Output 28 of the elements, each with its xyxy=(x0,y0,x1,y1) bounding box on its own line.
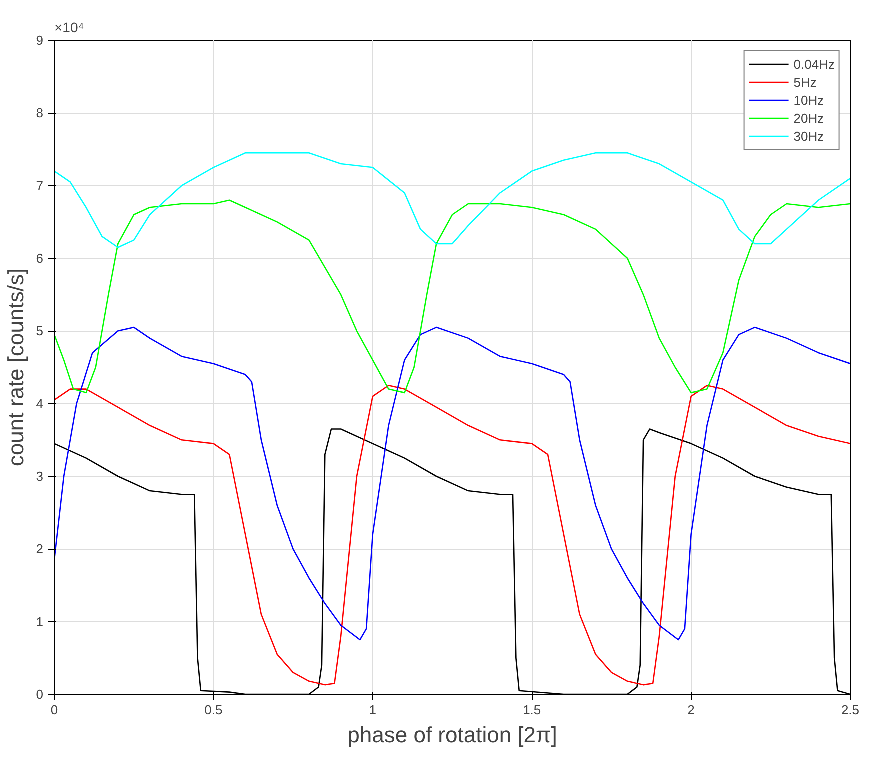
y-axis-title: count rate [counts/s] xyxy=(3,268,28,467)
y-tick-label: 8 xyxy=(36,106,44,121)
x-tick-label: 1.5 xyxy=(523,702,542,718)
x-axis-title: phase of rotation [2π] xyxy=(348,722,558,748)
line-series xyxy=(54,326,850,641)
y-tick-label: 9 xyxy=(36,33,44,48)
x-tick-label: 0 xyxy=(50,702,58,718)
legend-label: 10Hz xyxy=(794,92,824,109)
y-tick-label: 4 xyxy=(36,396,44,412)
y-tick-label: 7 xyxy=(36,178,44,194)
y-tick-label: 0 xyxy=(36,687,44,702)
x-tick-label: 2.5 xyxy=(841,702,860,718)
legend-label: 5Hz xyxy=(794,74,817,91)
line-series xyxy=(54,152,850,248)
y-tick-label: 5 xyxy=(36,324,44,339)
line-series xyxy=(54,385,850,686)
legend-label: 20Hz xyxy=(794,110,824,127)
y-tick-label: 1 xyxy=(36,614,44,630)
line-series xyxy=(54,200,850,394)
x-tick-label: 2 xyxy=(688,702,695,718)
y-tick-label: 6 xyxy=(36,251,44,266)
x-tick-label: 1 xyxy=(369,702,377,718)
legend-label: 30Hz xyxy=(794,128,824,145)
legend-label: 0.04Hz xyxy=(794,56,835,73)
x-tick-label: 0.5 xyxy=(204,702,223,718)
y-tick-label: 3 xyxy=(36,469,44,484)
text: ×10⁴ xyxy=(54,20,84,36)
y-tick-label: 2 xyxy=(36,542,44,557)
